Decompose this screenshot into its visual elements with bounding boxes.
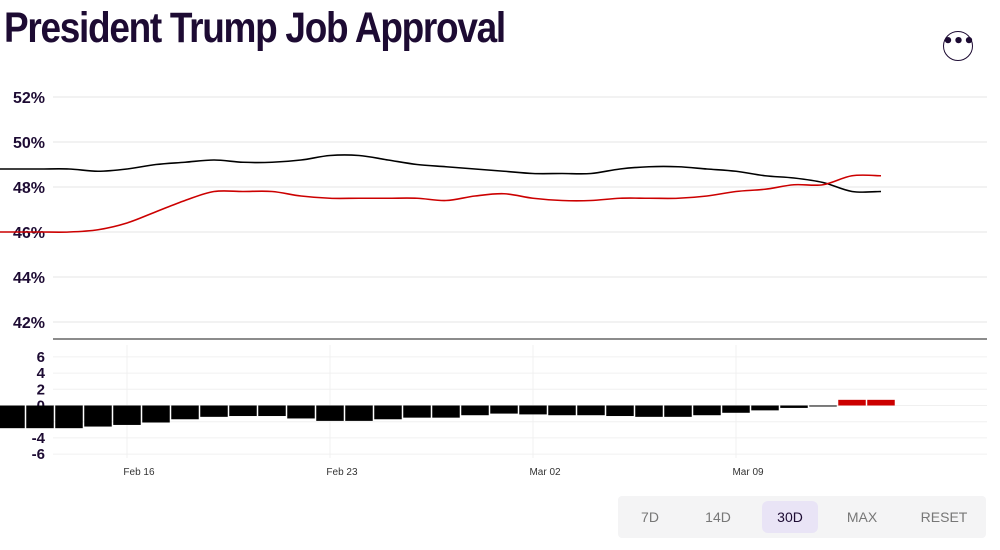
net-bar: [113, 405, 141, 425]
net-bar: [403, 405, 431, 418]
net-bar: [577, 405, 605, 416]
net-bar: [867, 399, 895, 406]
x-tick-label: Feb 23: [326, 467, 358, 478]
net-bar: [490, 405, 518, 414]
range-30d-button[interactable]: 30D: [762, 501, 818, 533]
net-bar: [809, 405, 837, 407]
range-selector: 7D 14D 30D MAX RESET: [618, 496, 986, 538]
net-bar: [519, 405, 547, 415]
net-bar: [548, 405, 576, 416]
more-options-button[interactable]: •••: [942, 31, 975, 61]
page-title: President Trump Job Approval: [4, 4, 506, 52]
net-bar: [693, 405, 721, 416]
x-tick-label: Mar 02: [529, 467, 561, 478]
y-tick-label: 46%: [13, 225, 45, 242]
net-bar: [722, 405, 750, 413]
net-bar: [258, 405, 286, 417]
range-7d-button[interactable]: 7D: [641, 509, 659, 525]
net-bar: [84, 405, 112, 427]
y-tick-label: 52%: [13, 90, 45, 107]
net-bar: [55, 405, 83, 429]
net-bar: [606, 405, 634, 417]
y-tick-label: 50%: [13, 135, 45, 152]
y-tick-label: 6: [37, 349, 45, 366]
x-tick-label: Mar 09: [732, 467, 764, 478]
x-tick-label: Feb 16: [123, 467, 155, 478]
y-tick-label: 4: [37, 365, 46, 382]
net-bar: [171, 405, 199, 420]
net-bar: [229, 405, 257, 417]
net-bar: [664, 405, 692, 417]
net-bar: [287, 405, 315, 419]
more-horizontal-icon: •••: [942, 31, 975, 52]
net-bar: [316, 405, 344, 421]
net-bar: [200, 405, 228, 417]
net-bar: [838, 399, 866, 406]
range-14d-button[interactable]: 14D: [705, 509, 731, 525]
net-bar: [374, 405, 402, 420]
net-bar: [780, 405, 808, 408]
y-tick-label: -4: [32, 430, 46, 447]
y-tick-label: 48%: [13, 180, 45, 197]
y-tick-label: -6: [32, 446, 45, 463]
net-bar: [635, 405, 663, 417]
net-bar: [26, 405, 54, 429]
net-bar: [751, 405, 779, 411]
range-reset-button[interactable]: RESET: [920, 509, 968, 525]
y-tick-label: 44%: [13, 270, 45, 287]
net-bar: [461, 405, 489, 416]
y-tick-label: 42%: [13, 315, 45, 332]
net-bar: [345, 405, 373, 421]
y-tick-label: 2: [37, 381, 45, 398]
net-bar: [0, 405, 25, 429]
net-bar: [432, 405, 460, 418]
range-max-button[interactable]: MAX: [846, 509, 878, 525]
series-line-red: [0, 174, 882, 233]
net-bar: [142, 405, 170, 423]
series-line-black: [0, 154, 882, 193]
